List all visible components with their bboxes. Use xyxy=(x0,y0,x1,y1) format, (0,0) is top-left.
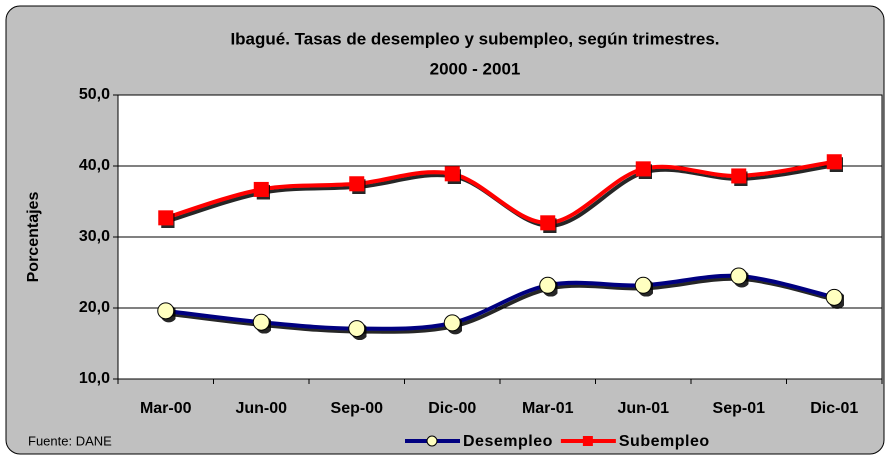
data-point xyxy=(826,154,842,170)
data-point xyxy=(540,215,556,231)
x-tick-label: Sep-00 xyxy=(331,400,384,417)
x-tick-label: Mar-00 xyxy=(140,400,192,417)
y-tick-label: 40,0 xyxy=(79,157,110,174)
data-point xyxy=(443,314,461,332)
y-tick-label: 50,0 xyxy=(79,86,110,103)
y-tick-label: 20,0 xyxy=(79,299,110,316)
x-tick-label: Dic-00 xyxy=(428,400,476,417)
plot-layer: 10,0 20,0 30,0 40,0 50,0 Mar-00 Jun-00 Sep-00 Di… xyxy=(79,86,883,450)
data-point xyxy=(825,288,843,306)
series-line xyxy=(165,159,835,225)
series-line xyxy=(165,273,835,331)
legend-label: Subempleo xyxy=(619,433,710,450)
x-tick-label: Mar-01 xyxy=(522,400,574,417)
data-point xyxy=(157,302,175,320)
x-tick-label: Sep-01 xyxy=(713,400,766,417)
data-point xyxy=(730,267,748,285)
legend-item: Desempleo xyxy=(405,433,553,450)
data-point xyxy=(158,210,174,226)
legend-marker xyxy=(426,435,438,447)
chart-subtitle: 2000 - 2001 xyxy=(430,59,521,78)
data-point xyxy=(539,276,557,294)
data-point xyxy=(348,320,366,338)
legend-marker xyxy=(582,436,593,446)
data-point xyxy=(634,276,652,294)
data-point xyxy=(444,166,460,182)
data-point xyxy=(349,176,365,192)
data-point xyxy=(252,313,270,331)
legend-label: Desempleo xyxy=(463,433,553,450)
x-tick-label: Jun-00 xyxy=(235,400,287,417)
y-axis-label: Porcentajes xyxy=(25,192,42,283)
chart-title: Ibagué. Tasas de desempleo y subempleo, … xyxy=(230,29,719,48)
data-point xyxy=(635,161,651,177)
data-point xyxy=(731,168,747,184)
x-tick-label: Dic-01 xyxy=(810,400,858,417)
y-tick-label: 30,0 xyxy=(79,228,110,245)
source-note: Fuente: DANE xyxy=(28,433,112,448)
legend-item: Subempleo xyxy=(560,433,710,450)
x-tick-label: Jun-01 xyxy=(617,400,669,417)
data-point xyxy=(253,181,269,197)
y-tick-label: 10,0 xyxy=(79,370,110,387)
